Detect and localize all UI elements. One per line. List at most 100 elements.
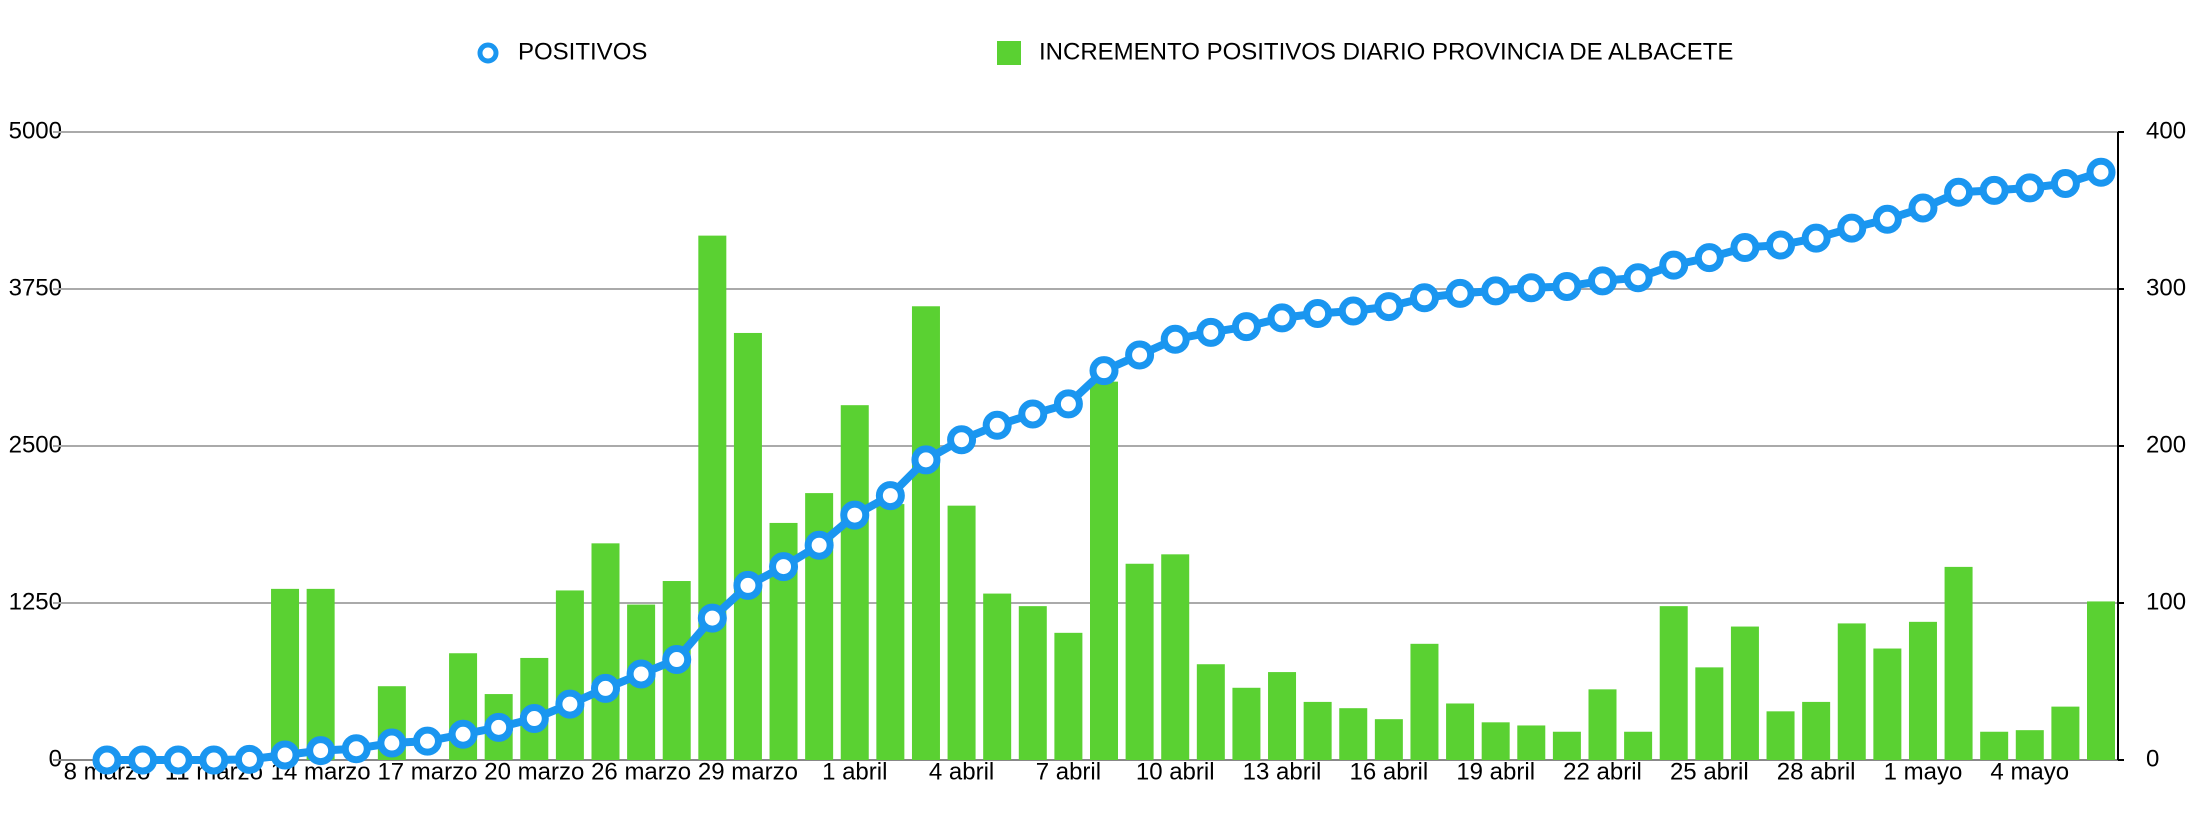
line-point [306, 736, 336, 766]
line-point [199, 745, 229, 775]
line-point [1801, 223, 1831, 253]
line-point [1160, 324, 1190, 354]
line-point [1231, 312, 1261, 342]
line-point [733, 570, 763, 600]
bar [1802, 701, 1831, 760]
x-tick-label: 13 abril [1243, 758, 1322, 785]
x-tick-label: 10 abril [1136, 758, 1215, 785]
bar [1873, 648, 1902, 760]
y2-tick-label: 0 [2146, 745, 2159, 772]
line-point [1730, 233, 1760, 263]
line-point [1552, 271, 1582, 301]
line-point [840, 500, 870, 530]
bar [1374, 719, 1403, 760]
line-point [1837, 213, 1867, 243]
bar [1161, 554, 1190, 760]
line-point [1481, 276, 1511, 306]
line-point [1374, 292, 1404, 322]
legend-swatch [477, 42, 499, 64]
line-point [1766, 230, 1796, 260]
bar [1980, 731, 2009, 760]
line-point [804, 530, 834, 560]
bar [698, 235, 727, 760]
line-point [2015, 173, 2045, 203]
x-tick-label: 7 abril [1036, 758, 1101, 785]
line-point [448, 719, 478, 749]
x-tick-label: 26 marzo [591, 758, 691, 785]
line-point [163, 745, 193, 775]
line-point [1588, 266, 1617, 296]
x-tick-label: 1 mayo [1884, 758, 1963, 785]
bar [1837, 623, 1866, 760]
line-point [377, 728, 407, 758]
x-tick-label: 4 mayo [1990, 758, 2069, 785]
bar [983, 593, 1012, 760]
bar [947, 505, 976, 760]
line-point [1018, 399, 1048, 429]
line-point [1908, 193, 1938, 223]
line-point [1944, 177, 1974, 207]
bar [876, 504, 905, 760]
bar [1695, 667, 1724, 760]
line-point [412, 726, 442, 756]
line-point [662, 645, 692, 675]
bar [733, 332, 762, 760]
line-point [1338, 296, 1368, 326]
y-tick-label: 0 [49, 745, 62, 772]
bar [555, 590, 584, 760]
line-point [1445, 278, 1475, 308]
y-tick-label: 2500 [9, 431, 62, 458]
line-point [947, 425, 977, 455]
line-point [519, 704, 549, 734]
line-point [92, 745, 122, 775]
line-point [1196, 317, 1226, 347]
x-tick-label: 19 abril [1456, 758, 1535, 785]
y-tick-label: 1250 [9, 588, 62, 615]
line-point [769, 552, 799, 582]
x-tick-label: 29 marzo [698, 758, 798, 785]
legend-swatch [997, 41, 1021, 65]
y2-tick-label: 400 [2146, 117, 2186, 144]
line-point [1303, 298, 1333, 328]
bar [840, 405, 869, 760]
line-point [128, 745, 158, 775]
line-point [1409, 283, 1439, 313]
bar [1517, 725, 1546, 760]
line-point [1267, 303, 1297, 333]
bar [911, 306, 940, 760]
bar [1588, 689, 1617, 760]
bar [1730, 626, 1759, 760]
bar [1018, 606, 1047, 760]
bar [1196, 664, 1225, 760]
line-point [1125, 340, 1155, 370]
x-tick-label: 20 marzo [484, 758, 584, 785]
y2-tick-label: 100 [2146, 588, 2186, 615]
bar [1624, 731, 1653, 760]
x-tick-label: 25 abril [1670, 758, 1749, 785]
bar [1090, 381, 1118, 760]
line-point [341, 734, 371, 764]
bar [2015, 730, 2044, 760]
bar [2051, 706, 2080, 760]
line-point [1694, 243, 1724, 273]
bar [2087, 601, 2115, 760]
line-point [697, 603, 727, 633]
line-point [911, 445, 941, 475]
y2-tick-label: 300 [2146, 274, 2186, 301]
legend-label: POSITIVOS [518, 38, 647, 65]
line-point [1623, 263, 1653, 293]
y-tick-label: 3750 [9, 274, 62, 301]
line-point [1516, 273, 1546, 303]
legend-label: INCREMENTO POSITIVOS DIARIO PROVINCIA DE… [1039, 38, 1733, 65]
line-point [1053, 389, 1083, 419]
line-point [2086, 157, 2116, 187]
line-point [591, 673, 620, 703]
x-tick-label: 1 abril [822, 758, 887, 785]
bar [1054, 632, 1083, 760]
bar [306, 588, 335, 760]
line-point [875, 481, 905, 511]
x-tick-label: 22 abril [1563, 758, 1642, 785]
bar [1125, 563, 1154, 760]
y2-tick-label: 200 [2146, 431, 2186, 458]
